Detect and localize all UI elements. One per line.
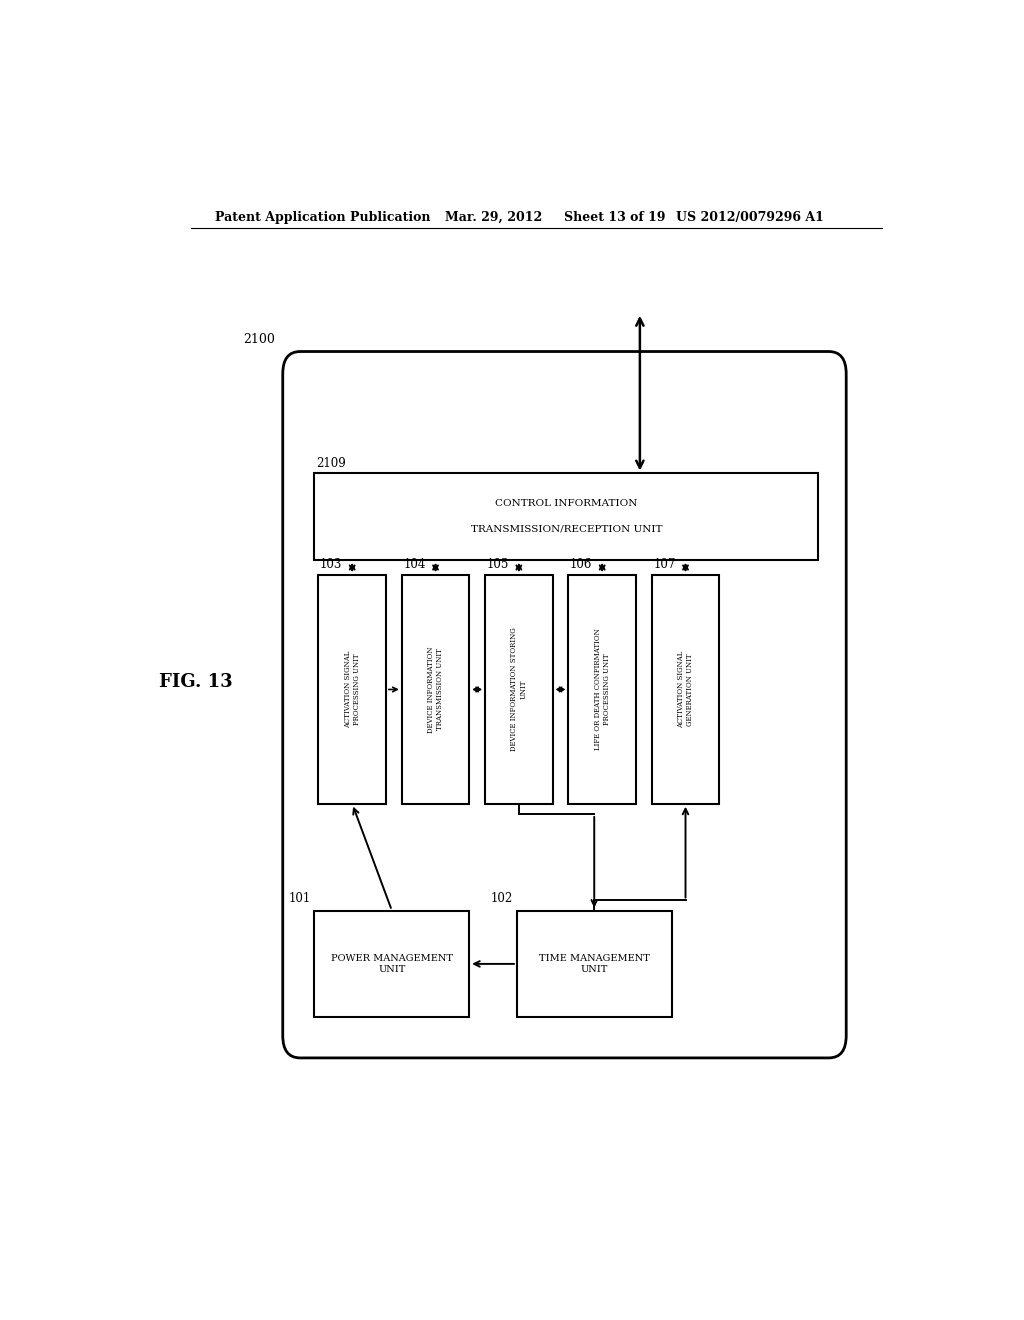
Text: 104: 104 bbox=[403, 558, 426, 572]
Text: CONTROL INFORMATION: CONTROL INFORMATION bbox=[496, 499, 638, 508]
Text: Patent Application Publication: Patent Application Publication bbox=[215, 211, 431, 224]
Text: LIFE OR DEATH CONFIRMATION
PROCESSING UNIT: LIFE OR DEATH CONFIRMATION PROCESSING UN… bbox=[594, 628, 610, 750]
Text: DEVICE INFORMATION STORING
UNIT: DEVICE INFORMATION STORING UNIT bbox=[510, 627, 527, 751]
Text: 101: 101 bbox=[289, 892, 310, 906]
Text: 2100: 2100 bbox=[243, 334, 274, 346]
Text: ACTIVATION SIGNAL
PROCESSING UNIT: ACTIVATION SIGNAL PROCESSING UNIT bbox=[344, 651, 360, 729]
Bar bbox=[401, 576, 469, 804]
Bar bbox=[517, 911, 672, 1018]
Bar bbox=[314, 474, 818, 560]
Text: 106: 106 bbox=[570, 558, 593, 572]
Text: DEVICE INFORMATION
TRANSMISSION UNIT: DEVICE INFORMATION TRANSMISSION UNIT bbox=[427, 647, 444, 733]
Text: POWER MANAGEMENT
UNIT: POWER MANAGEMENT UNIT bbox=[331, 954, 453, 974]
FancyBboxPatch shape bbox=[283, 351, 846, 1057]
Text: TIME MANAGEMENT
UNIT: TIME MANAGEMENT UNIT bbox=[539, 954, 649, 974]
Bar bbox=[652, 576, 719, 804]
Text: ACTIVATION SIGNAL
GENERATION UNIT: ACTIVATION SIGNAL GENERATION UNIT bbox=[677, 651, 694, 729]
Text: Sheet 13 of 19: Sheet 13 of 19 bbox=[564, 211, 666, 224]
Text: 105: 105 bbox=[486, 558, 509, 572]
Text: TRANSMISSION/RECEPTION UNIT: TRANSMISSION/RECEPTION UNIT bbox=[471, 524, 663, 533]
Bar bbox=[314, 911, 469, 1018]
Bar bbox=[485, 576, 553, 804]
Text: FIG. 13: FIG. 13 bbox=[159, 673, 232, 690]
Bar bbox=[318, 576, 386, 804]
Text: 2109: 2109 bbox=[316, 458, 346, 470]
Bar bbox=[568, 576, 636, 804]
Text: 107: 107 bbox=[653, 558, 676, 572]
Text: 102: 102 bbox=[490, 892, 513, 906]
Text: 103: 103 bbox=[321, 558, 342, 572]
Text: US 2012/0079296 A1: US 2012/0079296 A1 bbox=[676, 211, 823, 224]
Text: Mar. 29, 2012: Mar. 29, 2012 bbox=[445, 211, 543, 224]
